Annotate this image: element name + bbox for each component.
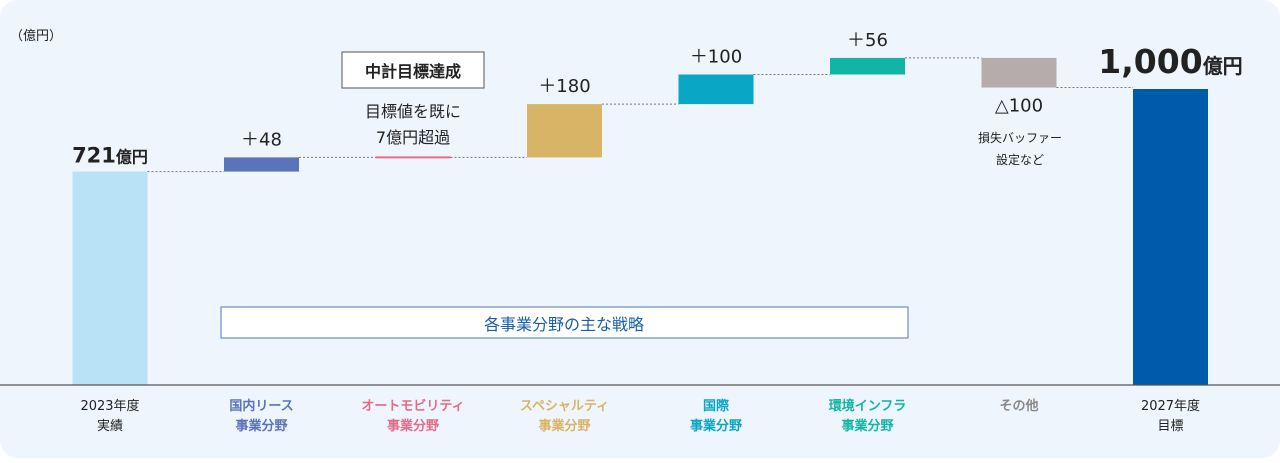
bar-specialty — [527, 104, 602, 158]
x-label-start-line-2: 実績 — [97, 418, 123, 434]
strategy-box — [220, 306, 909, 339]
x-label-auto_mobility-line-2: 事業分野 — [387, 418, 439, 434]
value-label-target: 1,000億円 — [1098, 42, 1242, 81]
bar-start — [72, 171, 148, 385]
x-label-other-line-1: その他 — [999, 398, 1038, 414]
x-label-domestic_lease-line-2: 事業分野 — [235, 418, 287, 434]
x-label-target-line-2: 目標 — [1157, 419, 1183, 434]
x-axis-label-group: 2023年度実績国内リース事業分野オートモビリティ事業分野スペシャルティ事業分野… — [80, 398, 1200, 434]
x-label-environment-line-2: 事業分野 — [841, 418, 893, 434]
x-label-international-line-1: 国際 — [703, 398, 730, 414]
value-label-specialty: ＋180 — [538, 76, 590, 97]
value-label-group: 721億円 ＋48 ＋180 ＋100 ＋56 △100 1,000億円 — [72, 30, 1243, 168]
bar-other — [981, 57, 1057, 88]
value-label-environment: ＋56 — [847, 30, 888, 51]
bar-environment — [830, 57, 905, 75]
x-label-target-line-1: 2027年度 — [1141, 398, 1200, 414]
value-label-domestic_lease: ＋48 — [241, 129, 282, 150]
target-achieved-annotation: 中計目標達成 目標値を既に 7億円超過 — [341, 51, 485, 147]
bar-international — [678, 74, 754, 105]
annotation-line-2: 7億円超過 — [376, 128, 450, 147]
value-label-international: ＋100 — [690, 46, 742, 67]
x-label-international-line-2: 事業分野 — [690, 418, 742, 434]
annotation-line-1: 目標値を既に — [365, 102, 461, 121]
bar-auto_mobility — [375, 156, 451, 159]
strategy-label: 各事業分野の主な戦略 — [484, 315, 644, 334]
x-label-start-line-1: 2023年度 — [80, 398, 139, 414]
bar-target — [1133, 89, 1208, 385]
bar-domestic_lease — [224, 157, 299, 172]
x-label-environment-line-1: 環境インフラ — [829, 398, 907, 414]
value-label-other: △100 — [995, 96, 1043, 117]
other-note-line-1: 損失バッファー — [978, 130, 1062, 145]
unit-label: （億円） — [10, 28, 62, 44]
connector-lines — [147, 57, 1133, 173]
other-note-line-2: 設定など — [996, 152, 1044, 167]
value-label-start: 721億円 — [72, 144, 148, 168]
x-label-auto_mobility-line-1: オートモビリティ — [361, 398, 464, 414]
target-achieved-label: 中計目標達成 — [365, 62, 461, 81]
x-label-domestic_lease-line-1: 国内リース — [229, 398, 293, 414]
x-label-specialty-line-2: 事業分野 — [538, 418, 590, 434]
x-label-specialty-line-1: スペシャルティ — [520, 399, 609, 414]
bar-group — [72, 57, 1208, 385]
target-achieved-box — [341, 51, 485, 89]
